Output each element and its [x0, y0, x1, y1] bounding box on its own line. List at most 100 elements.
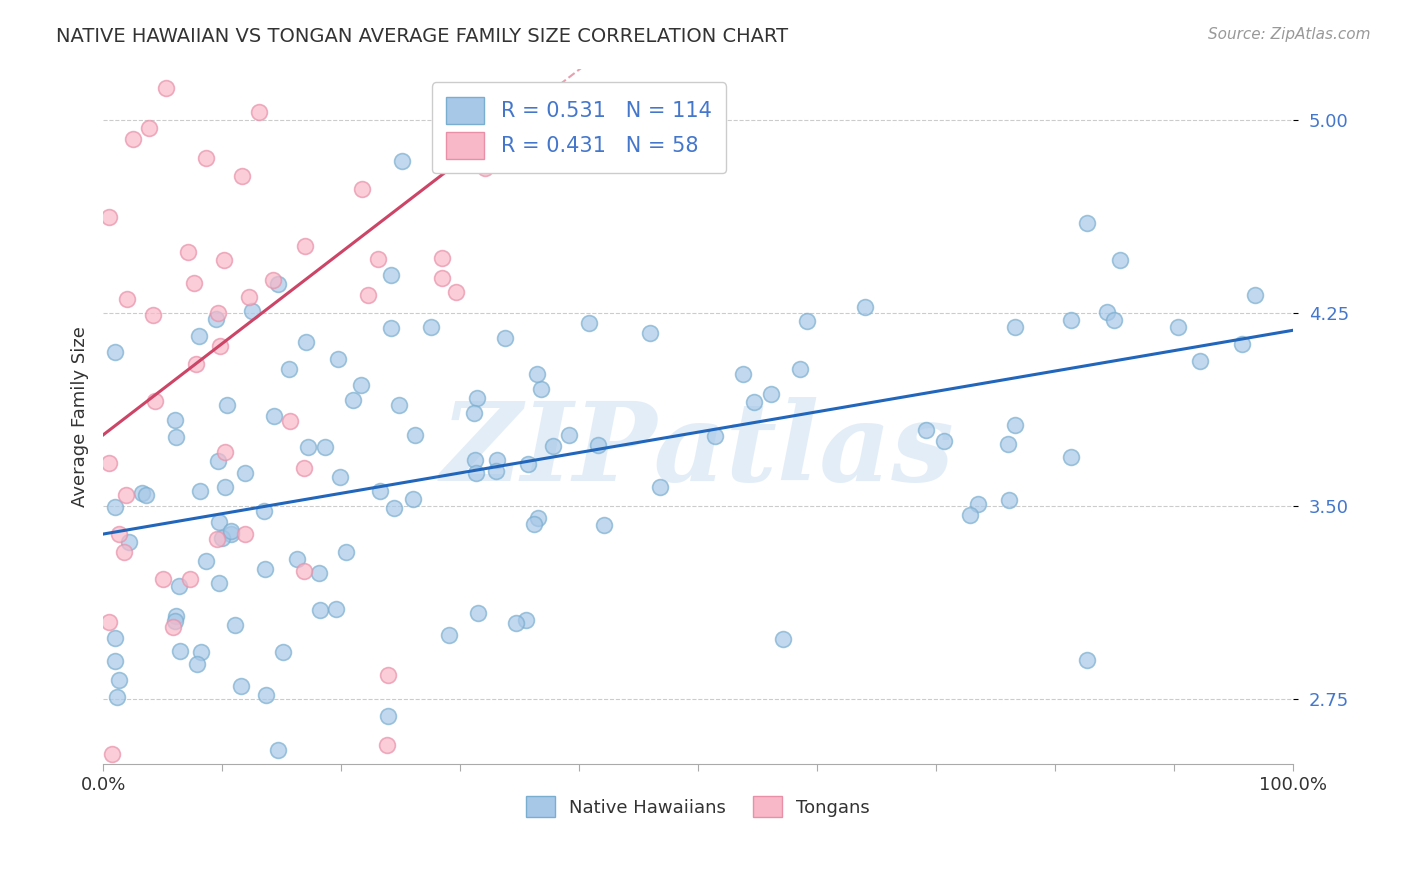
- Point: [138, 121, 160, 136]
- Point: [342, 393, 364, 408]
- Point: [444, 285, 467, 300]
- Point: [122, 132, 145, 146]
- Point: [377, 668, 399, 682]
- Point: [112, 545, 135, 559]
- Point: [703, 429, 725, 443]
- Point: [343, 22, 366, 37]
- Point: [215, 398, 238, 412]
- Point: [278, 362, 301, 376]
- Point: [382, 500, 405, 515]
- Point: [593, 518, 616, 533]
- Point: [163, 413, 186, 427]
- Point: [586, 438, 609, 452]
- Point: [155, 80, 177, 95]
- Point: [238, 290, 260, 304]
- Point: [527, 510, 550, 524]
- Point: [263, 409, 285, 423]
- Point: [789, 362, 811, 376]
- Point: [98, 210, 121, 224]
- Point: [104, 500, 127, 514]
- Point: [117, 292, 139, 306]
- Point: [208, 339, 231, 353]
- Point: [165, 608, 187, 623]
- Point: [267, 743, 290, 757]
- Point: [294, 238, 316, 252]
- Point: [253, 561, 276, 575]
- Point: [517, 457, 540, 471]
- Point: [1230, 336, 1253, 351]
- Point: [184, 358, 207, 372]
- Point: [430, 271, 453, 285]
- Point: [224, 617, 246, 632]
- Point: [214, 479, 236, 493]
- Point: [997, 437, 1019, 451]
- Point: [240, 304, 263, 318]
- Point: [485, 452, 508, 467]
- Point: [932, 434, 955, 448]
- Point: [314, 440, 336, 454]
- Point: [142, 309, 165, 323]
- Point: [540, 134, 562, 148]
- Point: [377, 709, 399, 723]
- Point: [485, 464, 508, 478]
- Point: [187, 328, 209, 343]
- Point: [474, 161, 496, 175]
- Point: [1060, 450, 1083, 465]
- Point: [231, 679, 253, 693]
- Point: [177, 245, 200, 260]
- Point: [186, 657, 208, 671]
- Point: [420, 319, 443, 334]
- Point: [367, 252, 389, 266]
- Point: [221, 524, 243, 539]
- Point: [165, 430, 187, 444]
- Point: [267, 277, 290, 291]
- Point: [1109, 253, 1132, 268]
- Point: [179, 572, 201, 586]
- Point: [1076, 216, 1098, 230]
- Point: [530, 382, 553, 396]
- Point: [208, 515, 231, 529]
- Point: [308, 566, 330, 581]
- Point: [325, 602, 347, 616]
- Point: [380, 321, 402, 335]
- Legend: Native Hawaiians, Tongans: Native Hawaiians, Tongans: [519, 789, 877, 824]
- Point: [357, 287, 380, 301]
- Point: [233, 466, 256, 480]
- Point: [368, 484, 391, 499]
- Point: [214, 445, 236, 459]
- Point: [278, 414, 301, 428]
- Point: [108, 527, 131, 541]
- Point: [309, 603, 332, 617]
- Point: [100, 747, 122, 762]
- Point: [401, 491, 423, 506]
- Point: [1060, 312, 1083, 326]
- Point: [1189, 354, 1212, 368]
- Point: [118, 535, 141, 549]
- Point: [207, 454, 229, 468]
- Point: [167, 579, 190, 593]
- Point: [204, 311, 226, 326]
- Point: [1167, 319, 1189, 334]
- Point: [208, 576, 231, 591]
- Point: [253, 504, 276, 518]
- Point: [131, 485, 153, 500]
- Point: [437, 628, 460, 642]
- Point: [195, 152, 218, 166]
- Point: [104, 631, 127, 645]
- Point: [467, 606, 489, 620]
- Point: [650, 480, 672, 494]
- Point: [1076, 653, 1098, 667]
- Text: Source: ZipAtlas.com: Source: ZipAtlas.com: [1208, 27, 1371, 42]
- Point: [295, 334, 318, 349]
- Point: [463, 406, 485, 420]
- Point: [291, 6, 314, 21]
- Point: [195, 554, 218, 568]
- Point: [1102, 313, 1125, 327]
- Point: [262, 272, 284, 286]
- Point: [329, 470, 352, 484]
- Point: [1004, 319, 1026, 334]
- Point: [526, 367, 548, 381]
- Point: [759, 387, 782, 401]
- Point: [432, 252, 454, 266]
- Point: [959, 508, 981, 522]
